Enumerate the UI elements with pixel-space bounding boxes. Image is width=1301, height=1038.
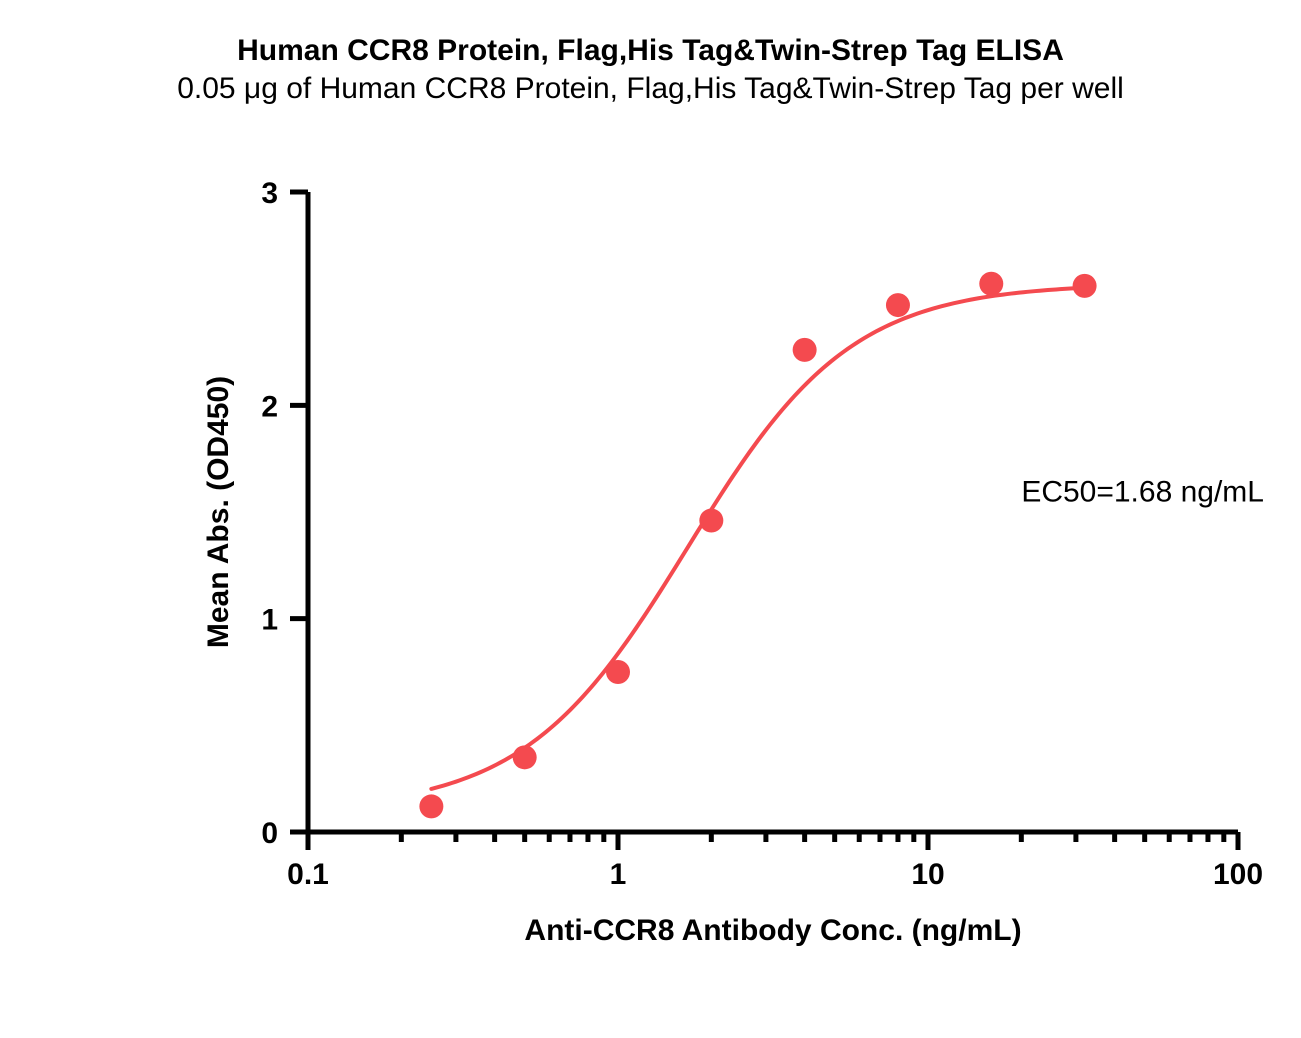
chart-title-line2: 0.05 μg of Human CCR8 Protein, Flag,His …	[0, 72, 1301, 106]
chart-plot: 01230.1110100Anti-CCR8 Antibody Conc. (n…	[218, 172, 1148, 812]
x-tick-label: 1	[610, 858, 627, 891]
data-point	[606, 660, 630, 684]
chart-title-line1: Human CCR8 Protein, Flag,His Tag&Twin-St…	[0, 34, 1301, 68]
data-point	[513, 745, 537, 769]
chart-title-block: Human CCR8 Protein, Flag,His Tag&Twin-St…	[0, 34, 1301, 106]
x-tick-label: 100	[1213, 858, 1263, 891]
y-tick-label: 3	[261, 177, 278, 210]
data-point	[979, 272, 1003, 296]
fit-curve	[431, 288, 1084, 789]
data-point	[419, 794, 443, 818]
y-tick-label: 2	[261, 390, 278, 423]
data-point	[793, 338, 817, 362]
x-tick-label: 0.1	[287, 858, 329, 891]
x-tick-label: 10	[911, 858, 944, 891]
y-tick-label: 0	[261, 817, 278, 850]
y-axis-label: Mean Abs. (OD450)	[202, 376, 235, 648]
x-axis-label: Anti-CCR8 Antibody Conc. (ng/mL)	[524, 914, 1021, 947]
data-point	[1073, 274, 1097, 298]
data-point	[699, 509, 723, 533]
y-tick-label: 1	[261, 604, 278, 637]
ec50-annotation: EC50=1.68 ng/mL	[1021, 475, 1264, 508]
data-point	[886, 293, 910, 317]
